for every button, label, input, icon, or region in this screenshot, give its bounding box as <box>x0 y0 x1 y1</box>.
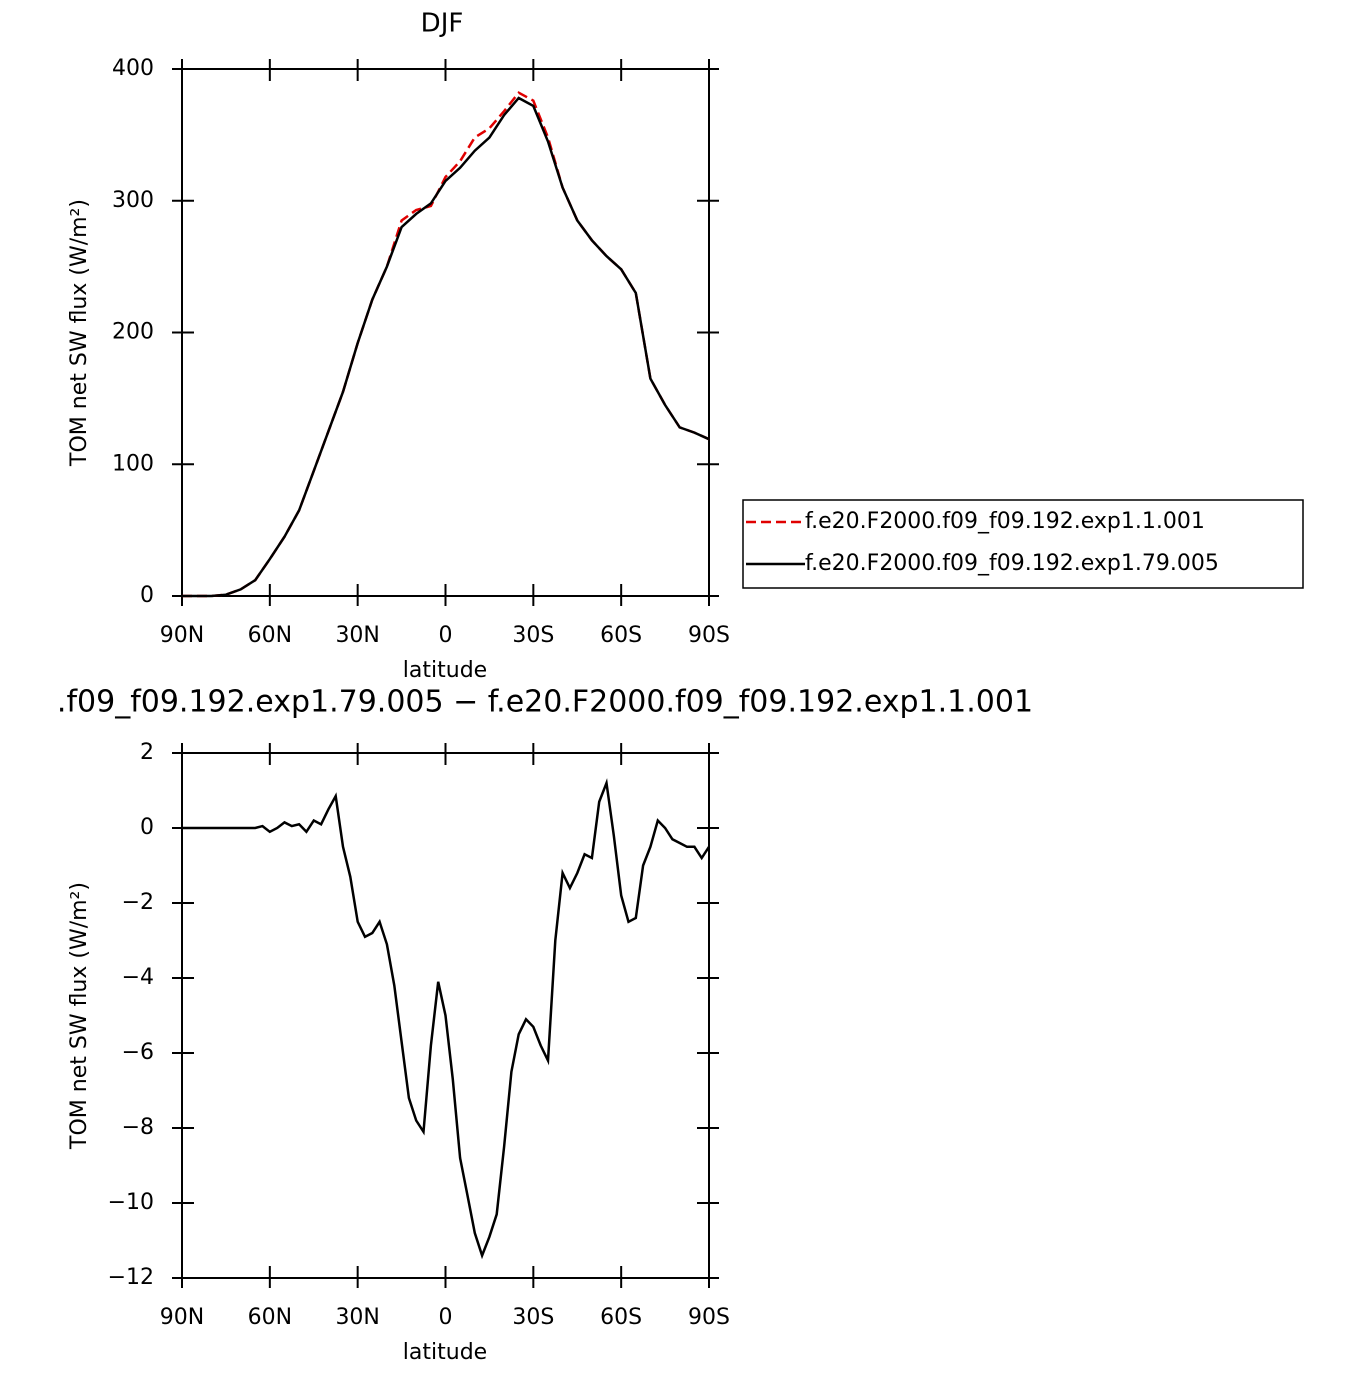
x-tick-label: 0 <box>439 623 453 648</box>
x-tick-label: 30N <box>335 623 379 648</box>
legend-label: f.e20.F2000.f09_f09.192.exp1.1.001 <box>805 509 1205 534</box>
y-tick-label: 200 <box>112 320 154 345</box>
y-axis-label: TOM net SW flux (W/m²) <box>67 199 92 467</box>
x-tick-label: 60S <box>600 623 642 648</box>
x-tick-label: 30N <box>335 1305 379 1330</box>
legend: f.e20.F2000.f09_f09.192.exp1.1.001 f.e20.… <box>742 499 1304 589</box>
y-tick-label: −8 <box>122 1115 154 1140</box>
x-tick-label: 90N <box>160 1305 204 1330</box>
x-tick-label: 60S <box>600 1305 642 1330</box>
x-tick-label: 90S <box>688 623 730 648</box>
x-tick-label: 90S <box>688 1305 730 1330</box>
y-tick-label: 2 <box>140 740 154 765</box>
plot-frame <box>181 68 710 597</box>
data-line <box>182 96 710 598</box>
x-axis-label: latitude <box>403 1340 487 1365</box>
x-tick-label: 30S <box>512 1305 554 1330</box>
y-tick-label: 300 <box>112 188 154 213</box>
x-axis-label: latitude <box>403 658 487 683</box>
y-tick-label: −12 <box>108 1265 154 1290</box>
y-tick-label: 0 <box>140 815 154 840</box>
y-tick-label: −10 <box>108 1190 154 1215</box>
chart-title: DJF <box>421 9 464 39</box>
y-tick-label: 100 <box>112 451 154 476</box>
x-tick-label: 60N <box>248 1305 292 1330</box>
legend-label: f.e20.F2000.f09_f09.192.exp1.79.005 <box>805 551 1219 576</box>
x-tick-label: 0 <box>439 1305 453 1330</box>
y-axis-label: TOM net SW flux (W/m²) <box>67 882 92 1150</box>
legend-box <box>742 499 1304 589</box>
x-tick-label: 30S <box>512 623 554 648</box>
y-tick-label: −2 <box>122 890 154 915</box>
y-tick-label: 0 <box>140 583 154 608</box>
y-tick-label: −4 <box>122 965 154 990</box>
x-tick-label: 60N <box>248 623 292 648</box>
chart-title: .f09_f09.192.exp1.79.005 − f.e20.F2000.f… <box>57 685 1033 720</box>
x-tick-label: 90N <box>160 623 204 648</box>
data-line <box>182 778 711 1260</box>
y-tick-label: 400 <box>112 56 154 81</box>
data-line <box>182 91 710 598</box>
y-tick-label: −6 <box>122 1040 154 1065</box>
